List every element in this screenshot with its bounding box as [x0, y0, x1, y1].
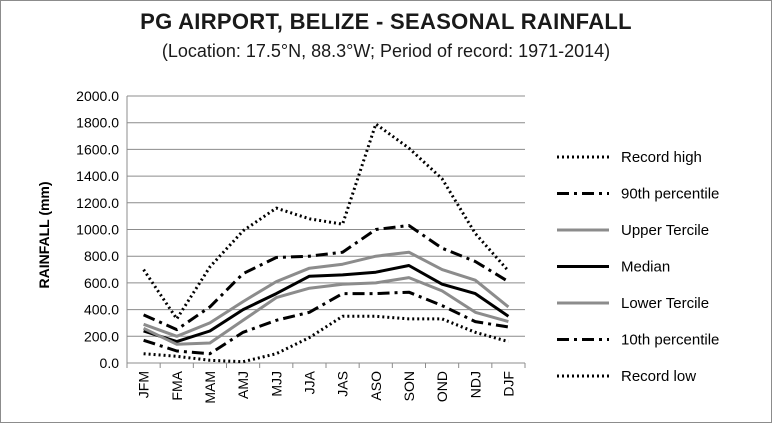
legend-label: Record low	[621, 368, 696, 385]
legend-label: Lower Tercile	[621, 295, 709, 312]
legend-label: Median	[621, 259, 670, 276]
x-tick-label: SON	[401, 371, 417, 401]
x-tick-label: NDJ	[467, 371, 483, 398]
x-tick-label: DJF	[500, 371, 516, 397]
axes	[126, 96, 526, 368]
y-tick-label: 800.0	[84, 248, 119, 264]
y-tick-label: 1600.0	[76, 141, 119, 157]
y-tick-label: 1200.0	[76, 195, 119, 211]
grid-lines	[127, 95, 525, 337]
series-line-record-high	[142, 122, 510, 321]
x-tick-label: JJA	[301, 370, 317, 394]
series-line-upper-tercile	[143, 250, 510, 338]
chart-title: PG AIRPORT, BELIZE - SEASONAL RAINFALL	[140, 9, 632, 34]
y-tick-label: 600.0	[84, 275, 119, 291]
y-tick-label: 1400.0	[76, 168, 119, 184]
y-tick-label: 1800.0	[76, 115, 119, 131]
series-line-90th-percentile	[142, 224, 510, 332]
series-line-record-low	[143, 314, 509, 364]
y-tick-labels: 0.0 200.0 400.0 600.0 800.0 1000.0 1200.0 1400.…	[76, 88, 119, 371]
x-tick-labels: JFM FMA MAM AMJ MJJ JJA JAS ASO SON OND NDJ DJF	[136, 370, 517, 403]
y-tick-label: 1000.0	[76, 222, 119, 238]
legend: Record high 90th percentile Upper Tercile M…	[557, 149, 719, 385]
legend-label: 10th percentile	[621, 332, 719, 349]
x-tick-label: MJJ	[268, 371, 284, 397]
x-tick-label: OND	[434, 371, 450, 402]
legend-label: 90th percentile	[621, 186, 719, 203]
x-tick-label: JFM	[136, 371, 152, 398]
x-tick-label: MAM	[202, 371, 218, 404]
y-tick-label: 2000.0	[76, 88, 119, 104]
x-tick-label: FMA	[169, 370, 185, 400]
y-axis-label: RAINFALL (mm)	[36, 181, 52, 288]
x-tick-label: JAS	[335, 371, 351, 397]
series-line-median	[143, 264, 510, 344]
y-tick-label: 200.0	[84, 328, 119, 344]
series-line-lower-tercile	[142, 276, 509, 346]
legend-label: Upper Tercile	[621, 222, 709, 239]
y-tick-label: 0.0	[100, 355, 120, 371]
y-tick-label: 400.0	[84, 302, 119, 318]
x-tick-label: AMJ	[235, 371, 251, 399]
legend-label: Record high	[621, 149, 702, 166]
series-lines	[142, 122, 510, 364]
x-tick-label: ASO	[368, 371, 384, 401]
chart-subtitle: (Location: 17.5°N, 88.3°W; Period of rec…	[161, 41, 611, 61]
